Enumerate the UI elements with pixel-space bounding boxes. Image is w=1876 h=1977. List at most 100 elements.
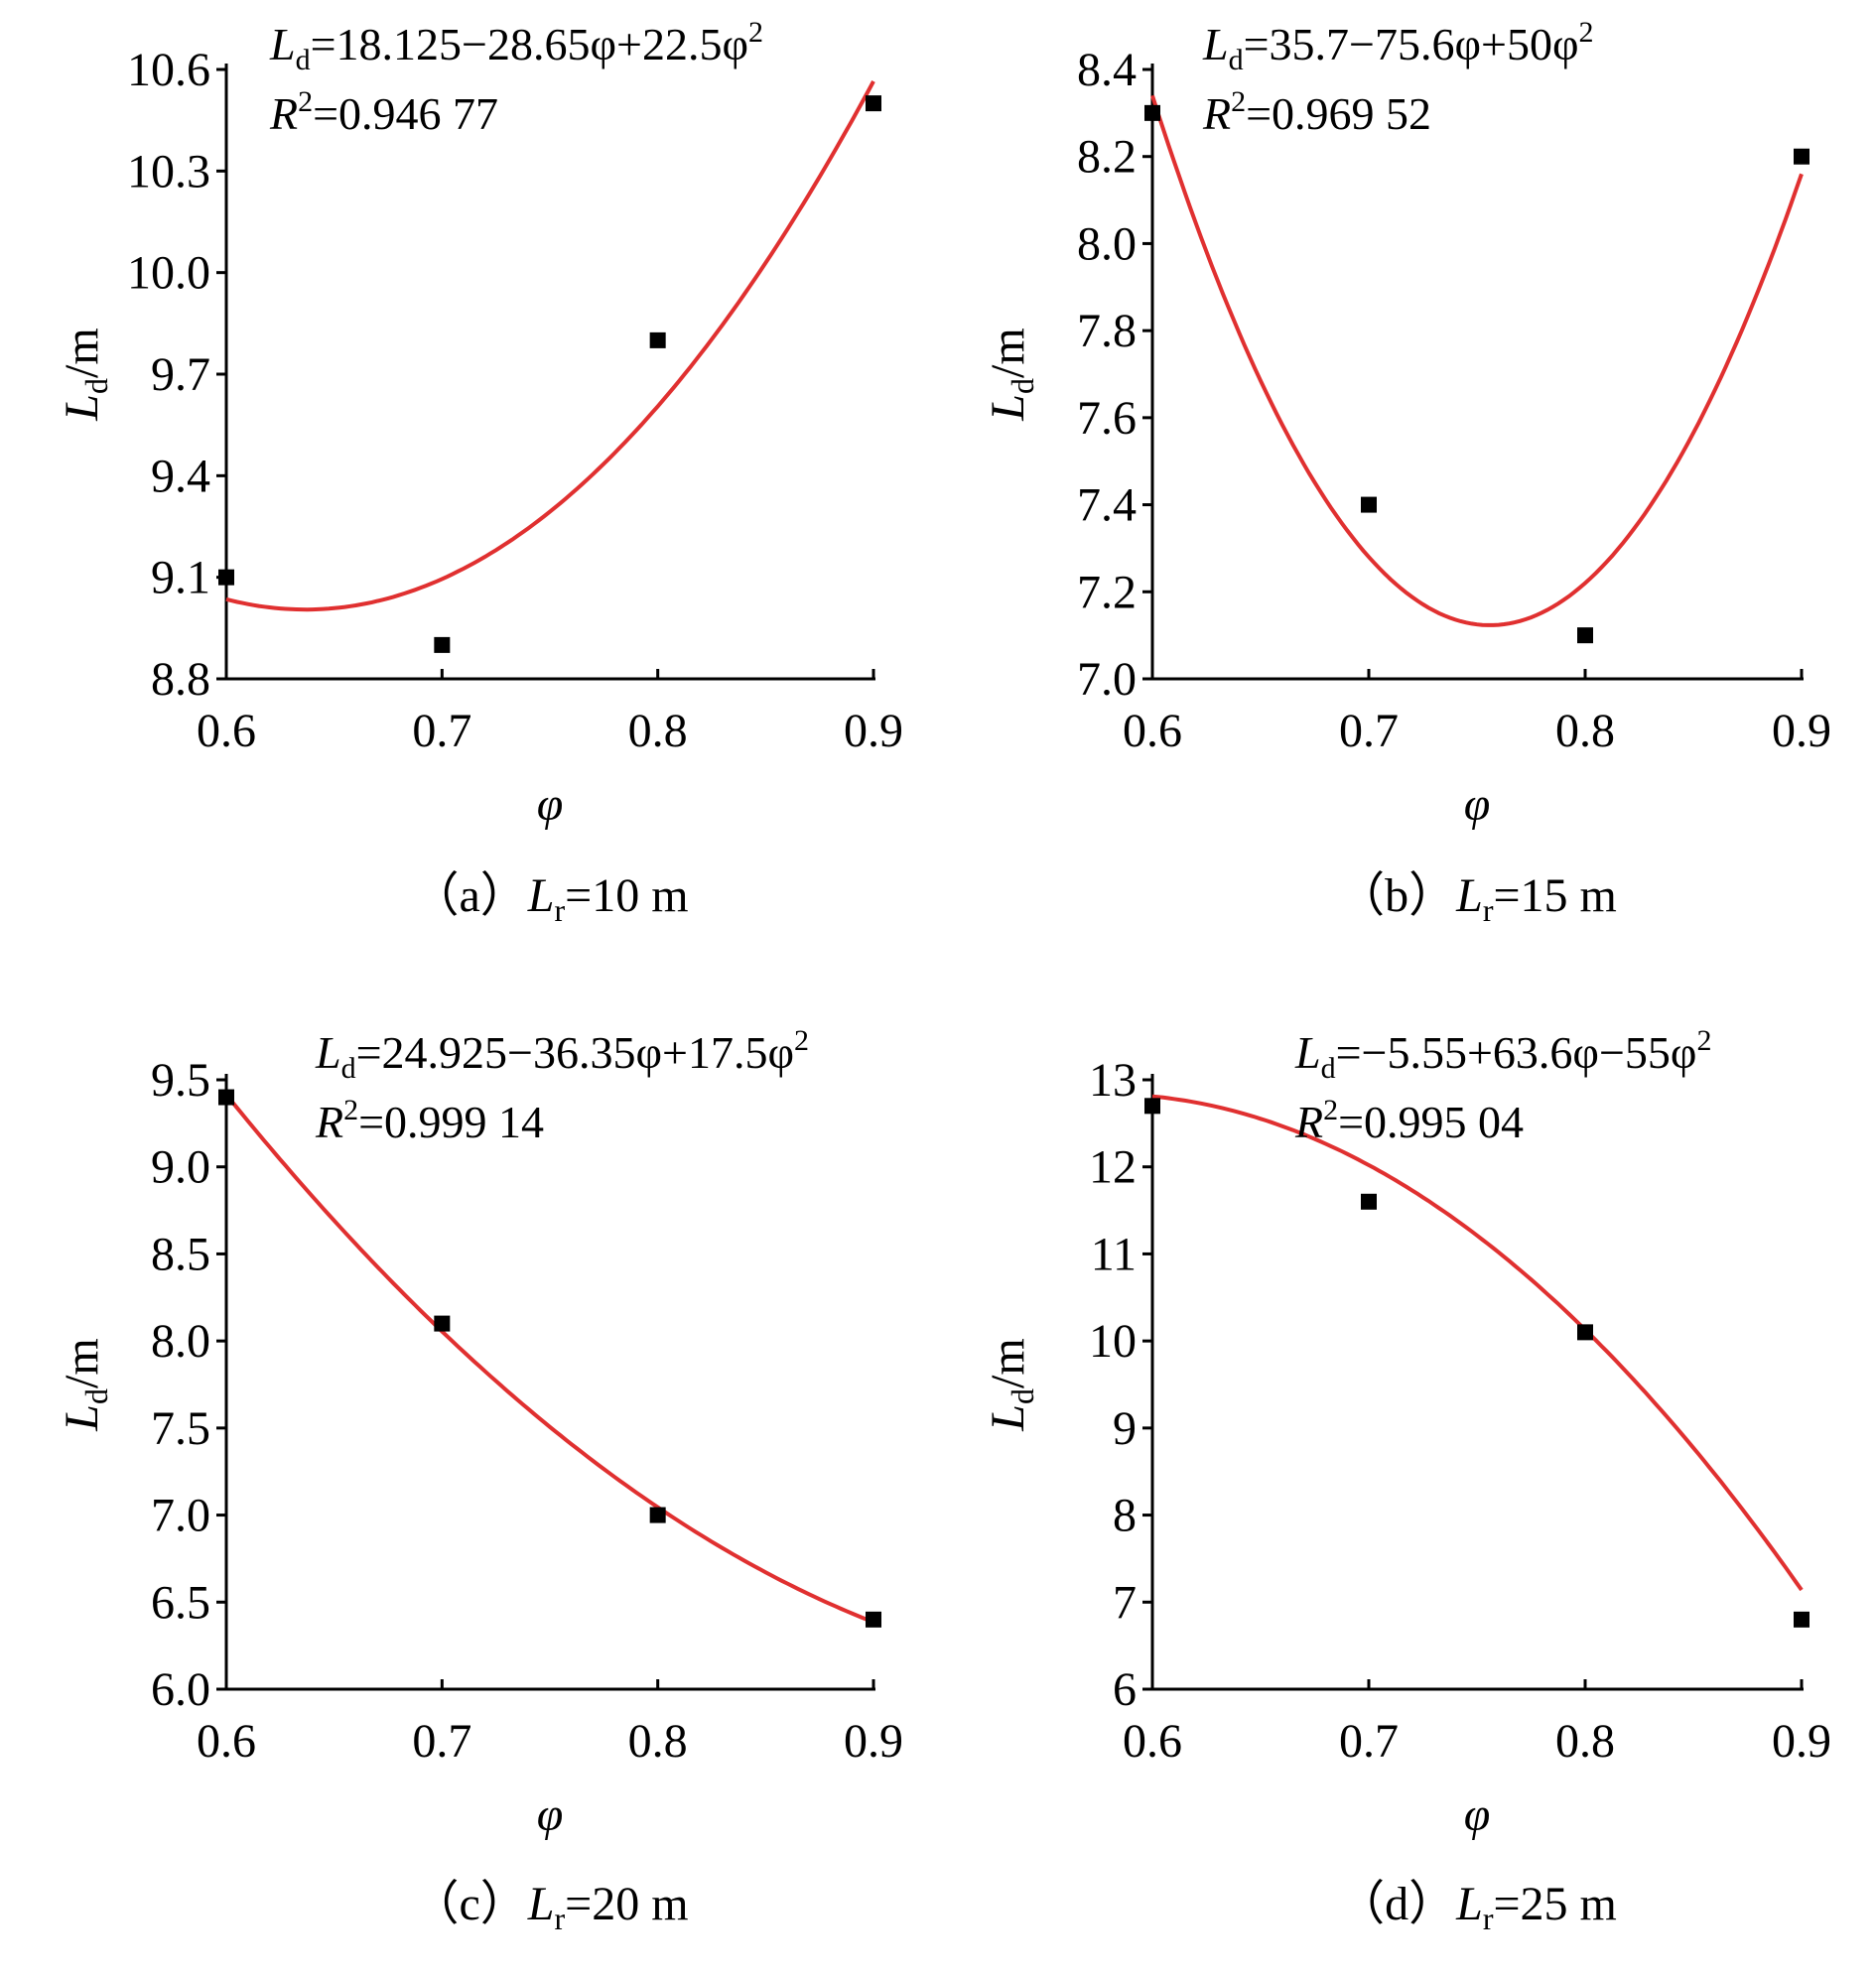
caption-sub: r <box>554 1901 565 1936</box>
data-point <box>1361 496 1377 513</box>
fit-equation-rhs: =35.7−75.6φ+50φ <box>1244 19 1579 69</box>
r-squared-var: R <box>315 1097 343 1147</box>
y-tick-label: 7.8 <box>1077 305 1137 357</box>
x-tick-label: 0.7 <box>412 1715 471 1768</box>
caption-value: =20 m <box>565 1878 688 1930</box>
y-tick-label: 7.6 <box>1077 392 1137 445</box>
y-axis-label-sub: d <box>1005 1388 1040 1404</box>
r-squared-value: =0.999 14 <box>358 1097 544 1147</box>
panel-caption: （a）Lr=10 m <box>411 869 688 928</box>
data-point <box>218 1089 234 1106</box>
x-tick-label: 0.9 <box>844 1715 903 1768</box>
x-tick-label: 0.6 <box>1123 1715 1182 1768</box>
r-squared-value: =0.995 04 <box>1338 1097 1524 1147</box>
caption-sub: r <box>1483 892 1494 928</box>
x-axis-label: φ <box>537 778 564 831</box>
y-axis-label-var: L <box>56 1404 108 1432</box>
y-tick-label: 8.2 <box>1077 131 1137 184</box>
r-squared: R2=0.969 52 <box>1202 85 1431 139</box>
data-point <box>1144 1098 1160 1115</box>
fit-equation-sub: d <box>1321 1052 1336 1085</box>
panel-c: 6.06.57.07.58.08.59.09.50.6 0.7 0.8 0.9φLd/… <box>56 1024 903 1936</box>
x-tick-label: 0.9 <box>844 705 903 757</box>
caption-value: =15 m <box>1493 869 1616 922</box>
y-tick-label: 10.6 <box>127 44 210 96</box>
caption-var: L <box>1455 869 1483 922</box>
fit-curve <box>224 1093 874 1625</box>
y-tick-label: 8.5 <box>151 1228 210 1280</box>
caption-value: =10 m <box>565 869 688 922</box>
y-tick-label: 7.5 <box>151 1402 210 1455</box>
x-tick-label: 0.6 <box>1123 705 1182 757</box>
y-tick-label: 8.0 <box>151 1315 210 1368</box>
x-axis-label: φ <box>1464 1788 1491 1841</box>
y-tick-label: 8.8 <box>151 653 210 706</box>
data-point <box>1577 1324 1593 1341</box>
y-tick-label: 8 <box>1113 1490 1137 1542</box>
fit-curve <box>225 79 875 612</box>
y-axis-label-sub: d <box>78 378 114 394</box>
fit-equation-var: L <box>1294 1027 1321 1078</box>
fit-equation-sub: d <box>296 44 311 76</box>
fit-equation-sub: d <box>341 1052 356 1085</box>
x-tick-label: 0.8 <box>628 1715 688 1768</box>
data-point <box>434 1315 451 1332</box>
caption-label: （c） <box>411 1878 527 1930</box>
caption-sub: r <box>1483 1901 1494 1936</box>
y-axis-label-sub: d <box>1005 378 1040 394</box>
y-tick-label: 8.0 <box>1077 217 1137 270</box>
y-axis-label-unit: /m <box>982 1338 1034 1388</box>
data-point <box>866 95 881 112</box>
caption-label: （d） <box>1337 1878 1456 1930</box>
y-tick-label: 7.4 <box>1077 479 1137 532</box>
r-squared-value: =0.946 77 <box>313 88 498 139</box>
fit-equation: Ld=35.7−75.6φ+50φ2 <box>1202 16 1594 76</box>
fit-equation-sup: 2 <box>1696 1024 1711 1057</box>
panel-caption: （c）Lr=20 m <box>411 1878 688 1936</box>
y-tick-label: 7 <box>1113 1576 1137 1629</box>
y-axis-label: Ld/m <box>56 1338 114 1431</box>
r-squared-sup: 2 <box>298 85 313 118</box>
fit-equation-rhs: =18.125−28.65φ+22.5φ <box>311 19 748 69</box>
panel-a: 8.89.19.49.710.010.310.60.6 0.7 0.8 0.9φLd/… <box>56 16 903 928</box>
y-axis-label-unit: /m <box>982 328 1034 378</box>
data-point <box>649 331 666 348</box>
y-axis-label: Ld/m <box>982 1338 1040 1431</box>
caption-var: L <box>1455 1878 1483 1930</box>
data-point <box>1794 148 1809 165</box>
data-point <box>649 1507 666 1523</box>
x-tick-label: 0.9 <box>1772 1715 1831 1768</box>
y-tick-label: 9.4 <box>151 450 210 502</box>
fit-equation-sup: 2 <box>794 1024 809 1057</box>
x-tick-label: 0.6 <box>197 1715 256 1768</box>
data-point <box>1361 1193 1377 1210</box>
x-tick-label: 0.9 <box>1772 705 1831 757</box>
data-point <box>1144 104 1160 121</box>
data-point <box>1577 627 1593 644</box>
y-tick-label: 9.5 <box>151 1054 210 1107</box>
caption-var: L <box>527 869 555 922</box>
x-tick-label: 0.8 <box>1555 705 1615 757</box>
x-axis-label: φ <box>1464 778 1491 831</box>
caption-var: L <box>527 1878 555 1930</box>
r-squared-var: R <box>1202 88 1231 139</box>
y-tick-label: 10 <box>1089 1315 1137 1368</box>
y-axis-label-var: L <box>982 1404 1034 1432</box>
y-tick-label: 9.0 <box>151 1141 210 1194</box>
y-tick-label: 7.0 <box>151 1490 210 1542</box>
x-tick-label: 0.8 <box>1555 1715 1615 1768</box>
r-squared-var: R <box>1294 1097 1323 1147</box>
x-tick-label: 0.7 <box>1339 705 1399 757</box>
x-axis-label: φ <box>537 1788 564 1841</box>
y-tick-label: 7.2 <box>1077 566 1137 618</box>
y-tick-label: 9.1 <box>151 552 210 604</box>
y-axis-label-var: L <box>56 394 108 422</box>
x-tick-label: 0.7 <box>1339 1715 1399 1768</box>
caption-label: （b） <box>1337 869 1456 922</box>
y-axis-label-unit: /m <box>56 1338 108 1388</box>
fit-equation: Ld=24.925−36.35φ+17.5φ2 <box>315 1024 809 1085</box>
y-tick-label: 11 <box>1091 1228 1137 1280</box>
fit-curve <box>1151 1094 1804 1592</box>
y-tick-label: 12 <box>1089 1141 1137 1194</box>
y-tick-label: 6.0 <box>151 1663 210 1716</box>
